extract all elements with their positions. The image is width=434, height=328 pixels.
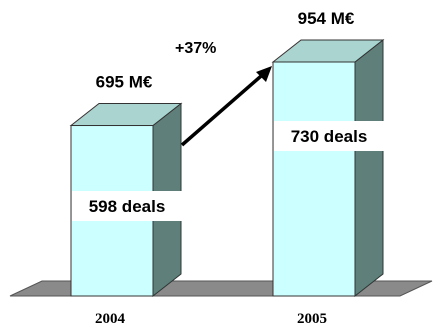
bar-top-2004: [69, 103, 183, 127]
value-label-2004: 695 M€: [96, 73, 153, 92]
category-label-2005: 2005: [297, 311, 327, 327]
bar-side-2005: [354, 38, 384, 298]
growth-arrow: [180, 68, 270, 147]
growth-arrow-head: [256, 66, 272, 82]
growth-label: +37%: [175, 40, 216, 57]
deals-label-2005: 730 deals: [291, 127, 368, 146]
labels-layer: 695 M€ 598 deals 2004 954 M€ 730 deals 2005: [72, 9, 384, 327]
deals-label-2004: 598 deals: [89, 197, 166, 216]
category-label-2004: 2004: [95, 311, 126, 327]
bar-top-2005: [271, 39, 385, 63]
deals-label-box-2004: [72, 191, 182, 221]
bar-front-2005: [272, 61, 356, 297]
value-label-2005: 954 M€: [298, 9, 355, 28]
deals-label-box-2005: [274, 121, 384, 151]
